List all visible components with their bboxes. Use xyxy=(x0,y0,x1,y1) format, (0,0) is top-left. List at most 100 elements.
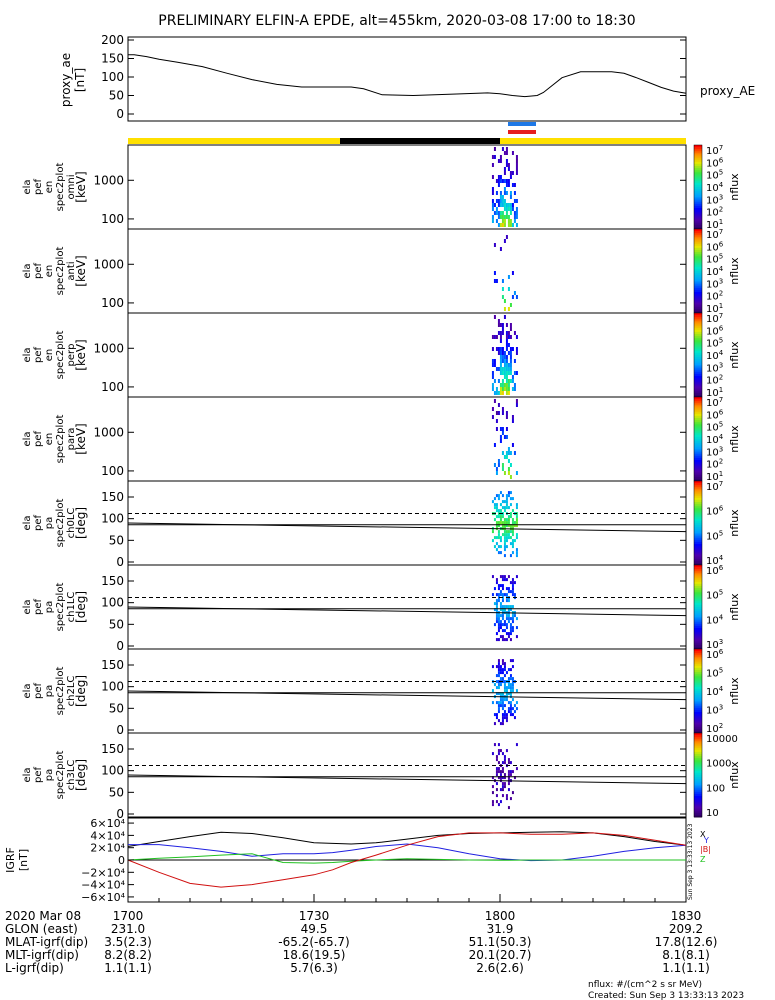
heatmap-cell xyxy=(503,755,506,759)
heatmap-cell xyxy=(509,770,512,774)
colorbar-band xyxy=(694,695,702,698)
heatmap-cell xyxy=(501,199,504,203)
colorbar-band xyxy=(694,235,702,238)
heatmap-cell xyxy=(509,701,512,705)
colorbar-band xyxy=(694,342,702,345)
heatmap-cell xyxy=(507,620,510,624)
heatmap-cell xyxy=(499,427,502,431)
heatmap-cell xyxy=(505,626,508,630)
heatmap-cell xyxy=(505,359,508,363)
heatmap-cell xyxy=(503,521,506,525)
heatmap-cell xyxy=(513,383,516,387)
heatmap-cell xyxy=(495,467,498,471)
row-label-mlat: MLAT-igrf(dip) xyxy=(5,935,88,949)
heatmap-cell xyxy=(505,614,508,618)
heatmap-cell xyxy=(495,419,498,423)
ch0-ylabel-line: [deg] xyxy=(74,507,88,539)
heatmap-cell xyxy=(503,435,506,439)
colorbar-band xyxy=(694,688,702,692)
heatmap-cell xyxy=(495,211,498,215)
heatmap-cell xyxy=(509,335,512,339)
colorbar-band xyxy=(694,680,702,684)
heatmap-cell xyxy=(493,271,496,275)
colorbar-band xyxy=(694,588,702,591)
ch1-ytick-label: 100 xyxy=(101,596,124,610)
colorbar-band xyxy=(694,346,702,350)
heatmap-cell xyxy=(505,379,508,383)
heatmap-cell xyxy=(507,335,510,339)
heatmap-cell xyxy=(515,215,518,219)
colorbar-band xyxy=(694,783,702,786)
heatmap-cell xyxy=(501,387,504,391)
heatmap-cell xyxy=(497,596,500,600)
colorbar-band xyxy=(694,157,702,161)
ch3-frame xyxy=(127,732,687,818)
heatmap-cell xyxy=(501,617,504,621)
heatmap-cell xyxy=(499,584,502,588)
heatmap-cell xyxy=(505,235,508,239)
heatmap-cell xyxy=(493,602,496,606)
colorbar-tick-label: 106 xyxy=(706,505,724,518)
heatmap-cell xyxy=(505,207,508,211)
heatmap-cell xyxy=(507,494,510,498)
heatmap-cell xyxy=(507,668,510,672)
heatmap-cell xyxy=(493,391,496,395)
colorbar-band xyxy=(694,512,702,516)
colorbar-band xyxy=(694,315,702,318)
heatmap-cell xyxy=(503,710,506,714)
heatmap-perp xyxy=(491,315,518,395)
colorbar-tick-label: 105 xyxy=(706,529,723,542)
anti-ylabel-line: pef xyxy=(33,263,44,280)
heatmap-cell xyxy=(497,347,500,351)
xaxis-mlat-value: 17.8(12.6) xyxy=(655,935,718,949)
ch2-ytick-label: 0 xyxy=(116,723,124,737)
heatmap-cell xyxy=(499,698,502,702)
colorbar-band xyxy=(694,184,702,188)
heatmap-cell xyxy=(511,659,514,663)
heatmap-cell xyxy=(499,692,502,696)
heatmap-cell xyxy=(495,608,498,612)
heatmap-cell xyxy=(505,387,508,391)
heatmap-ch1 xyxy=(491,575,518,642)
heatmap-cell xyxy=(499,704,502,708)
heatmap-cell xyxy=(501,713,504,717)
heatmap-cell xyxy=(491,593,494,597)
colorbar-band xyxy=(694,418,702,421)
heatmap-cell xyxy=(491,785,494,789)
heatmap-cell xyxy=(511,171,514,175)
heatmap-cell xyxy=(505,578,508,582)
colorbar-band xyxy=(694,390,702,394)
heatmap-cell xyxy=(505,605,508,609)
colorbar-band xyxy=(694,623,702,627)
colorbar-band xyxy=(694,531,702,534)
heatmap-cell xyxy=(495,602,498,606)
heatmap-cell xyxy=(491,203,494,207)
colorbar-band xyxy=(694,218,702,222)
colorbar-band xyxy=(694,789,702,793)
panel-ch3: 150 100 50 0 ela pef pa spec2plot ch3LC[deg] 1000… xyxy=(22,732,741,821)
heatmap-cell xyxy=(505,749,508,753)
heatmap-cell xyxy=(515,533,518,537)
heatmap-cell xyxy=(507,524,510,528)
heatmap-cell xyxy=(503,500,506,504)
heatmap-cell xyxy=(507,467,510,471)
heatmap-cell xyxy=(497,319,500,323)
heatmap-cell xyxy=(513,614,516,618)
colorbar-band xyxy=(694,355,702,358)
heatmap-cell xyxy=(505,335,508,339)
colorbar-band xyxy=(694,350,702,354)
heatmap-cell xyxy=(503,179,506,183)
colorbar-band xyxy=(694,199,702,203)
colorbar-band xyxy=(694,714,702,717)
colorbar-band xyxy=(694,231,702,234)
colorbar-band xyxy=(694,730,702,734)
xaxis-mlat-value: 51.1(50.3) xyxy=(469,935,532,949)
heatmap-cell xyxy=(503,698,506,702)
colorbar-band xyxy=(694,275,702,278)
colorbar-unit-label: nflux xyxy=(728,761,741,789)
heatmap-cell xyxy=(505,599,508,603)
heatmap-cell xyxy=(509,530,512,534)
heatmap-cell xyxy=(503,199,506,203)
heatmap-cell xyxy=(507,223,510,227)
